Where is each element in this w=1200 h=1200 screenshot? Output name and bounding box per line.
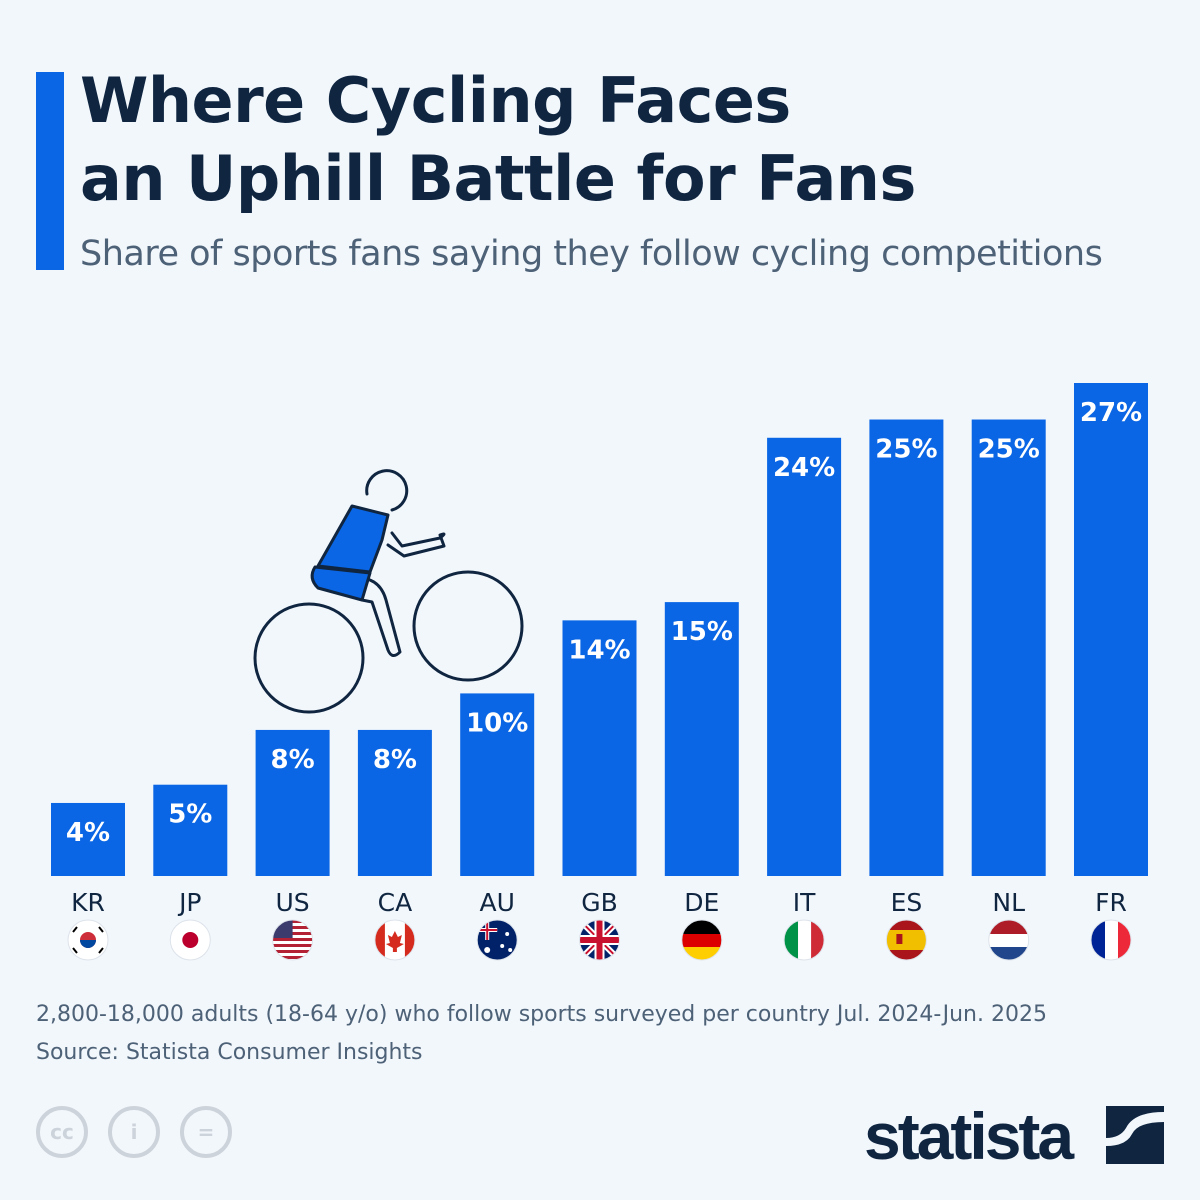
- flag-US-icon: [272, 919, 314, 961]
- data-label-US: 8%: [271, 745, 315, 775]
- data-label-KR: 4%: [66, 818, 110, 848]
- title-accent-bar: [36, 72, 64, 270]
- subtitle: Share of sports fans saying they follow …: [80, 234, 1103, 274]
- title-line-1: Where Cycling Faces: [80, 64, 791, 137]
- data-label-GB: 14%: [568, 635, 630, 665]
- data-label-IT: 24%: [773, 453, 835, 483]
- bar-AU: [460, 693, 535, 876]
- tick-label-NL: NL: [992, 888, 1025, 917]
- data-label-AU: 10%: [466, 708, 528, 738]
- cc-license-icon[interactable]: cc: [36, 1106, 88, 1158]
- tick-label-ES: ES: [891, 888, 923, 917]
- tick-label-AU: AU: [479, 888, 514, 917]
- bar-CA: [357, 729, 432, 876]
- data-label-JP: 5%: [168, 800, 212, 830]
- tick-label-CA: CA: [378, 888, 413, 917]
- bar-chart: 4% KR 5% JP 8% US 8% CA 10% AU 14% GB 15% DE 24% IT 25% E…: [51, 383, 1148, 961]
- bar-JP: [153, 784, 228, 876]
- bar-DE: [664, 602, 739, 876]
- tick-label-IT: IT: [793, 888, 816, 917]
- bar-NL: [971, 419, 1046, 876]
- flag-JP-icon: [169, 919, 211, 961]
- bar-GB: [562, 620, 637, 876]
- flag-NL-icon: [988, 919, 1030, 961]
- data-label-FR: 27%: [1080, 398, 1142, 428]
- flag-ES-icon: [885, 919, 927, 961]
- bar-KR: [51, 802, 125, 876]
- statista-logo[interactable]: statista: [864, 1099, 1074, 1173]
- bar-IT: [767, 437, 842, 876]
- data-label-CA: 8%: [373, 745, 417, 775]
- bar-US: [255, 729, 330, 876]
- tick-label-FR: FR: [1095, 888, 1127, 917]
- statista-logo-mark-icon: [1106, 1106, 1164, 1164]
- bar-FR: [1074, 383, 1148, 876]
- flag-AU-icon: [476, 919, 518, 961]
- tick-label-DE: DE: [684, 888, 719, 917]
- tick-label-GB: GB: [581, 888, 618, 917]
- flag-IT-icon: [783, 919, 825, 961]
- cyclist-illustration: [253, 469, 524, 714]
- bar-ES: [869, 419, 944, 876]
- source-note: Source: Statista Consumer Insights: [36, 1040, 423, 1065]
- flag-KR-icon: [67, 919, 109, 961]
- title-line-2: an Uphill Battle for Fans: [80, 142, 916, 215]
- tick-label-US: US: [276, 888, 310, 917]
- flag-FR-icon: [1090, 919, 1132, 961]
- attribution-icon[interactable]: i: [108, 1106, 160, 1158]
- flag-GB-icon: [579, 919, 620, 961]
- no-derivatives-icon[interactable]: =: [180, 1106, 232, 1158]
- survey-note: 2,800-18,000 adults (18-64 y/o) who foll…: [36, 1002, 1047, 1027]
- tick-label-JP: JP: [177, 888, 201, 917]
- flag-DE-icon: [681, 919, 723, 961]
- data-label-NL: 25%: [978, 435, 1040, 465]
- data-label-DE: 15%: [671, 617, 733, 647]
- page-title: Where Cycling Faces an Uphill Battle for …: [80, 62, 916, 218]
- data-label-ES: 25%: [875, 435, 937, 465]
- flag-CA-icon: [374, 919, 416, 961]
- tick-label-KR: KR: [71, 888, 105, 917]
